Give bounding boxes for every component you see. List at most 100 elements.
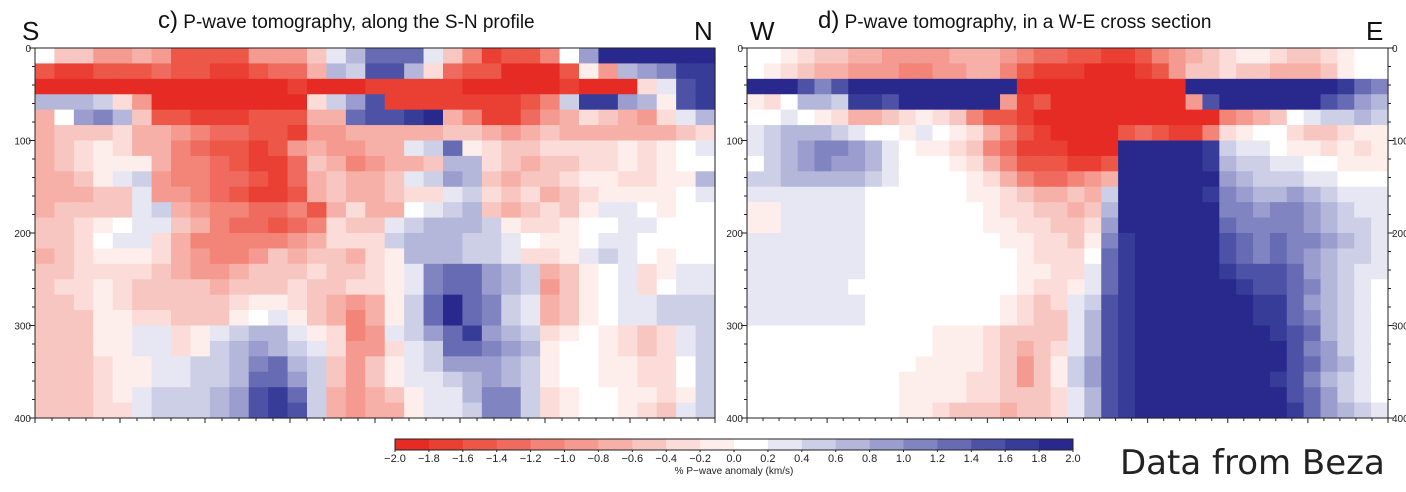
heatmap-cell <box>326 387 346 403</box>
heatmap-cell <box>657 310 677 326</box>
heatmap-cell <box>1118 233 1135 249</box>
heatmap-cell <box>229 94 249 110</box>
heatmap-cell <box>521 341 541 357</box>
heatmap-cell <box>1051 125 1068 141</box>
heatmap-cell <box>764 110 781 126</box>
heatmap-cell <box>1321 341 1338 357</box>
heatmap-cell <box>1169 248 1186 264</box>
heatmap-cell <box>1337 403 1354 419</box>
heatmap-cell <box>747 48 764 64</box>
heatmap-cell <box>814 310 831 326</box>
heatmap-cell <box>365 233 385 249</box>
heatmap-cell <box>560 341 580 357</box>
heatmap-cell <box>307 79 327 95</box>
heatmap-cell <box>814 63 831 79</box>
heatmap-cell <box>1101 403 1118 419</box>
heatmap-cell <box>966 326 983 342</box>
heatmap-cell <box>560 326 580 342</box>
heatmap-cell <box>916 326 933 342</box>
heatmap-cell <box>1337 156 1354 172</box>
heatmap-cell <box>1371 187 1388 203</box>
heatmap-cell <box>404 403 424 419</box>
heatmap-cell <box>152 233 172 249</box>
heatmap-cell <box>171 218 191 234</box>
heatmap-cell <box>171 171 191 187</box>
heatmap-cell <box>848 125 865 141</box>
heatmap-cell <box>210 218 230 234</box>
heatmap-cell <box>326 403 346 419</box>
heatmap-cell <box>966 171 983 187</box>
heatmap-cell <box>1337 310 1354 326</box>
heatmap-cell <box>113 387 133 403</box>
heatmap-cell <box>1034 341 1051 357</box>
heatmap-cell <box>1017 202 1034 218</box>
heatmap-cell <box>1219 156 1236 172</box>
heatmap-cell <box>1253 341 1270 357</box>
heatmap-cell <box>579 279 599 295</box>
heatmap-cell <box>1169 387 1186 403</box>
heatmap-cell <box>1118 341 1135 357</box>
heatmap-cell <box>1354 295 1371 311</box>
heatmap-cell <box>637 356 657 372</box>
heatmap-cell <box>882 403 899 419</box>
heatmap-cell <box>618 403 638 419</box>
heatmap-cell <box>637 125 657 141</box>
heatmap-cell <box>899 341 916 357</box>
heatmap-cell <box>579 341 599 357</box>
heatmap-cell <box>501 264 521 280</box>
heatmap-cell <box>1152 233 1169 249</box>
heatmap-cell <box>882 63 899 79</box>
heatmap-cell <box>1253 156 1270 172</box>
heatmap-cell <box>579 310 599 326</box>
heatmap-cell <box>618 48 638 64</box>
heatmap-cell <box>385 403 405 419</box>
heatmap-cell <box>521 141 541 157</box>
heatmap-cell <box>501 202 521 218</box>
heatmap-cell <box>307 218 327 234</box>
heatmap-cell <box>1135 356 1152 372</box>
heatmap-cell <box>676 94 696 110</box>
heatmap-cell <box>365 110 385 126</box>
heatmap-cell <box>365 326 385 342</box>
heatmap-cell <box>882 125 899 141</box>
heatmap-cell <box>696 79 716 95</box>
heatmap-cell <box>1287 202 1304 218</box>
heatmap-cell <box>132 233 152 249</box>
heatmap-cell <box>848 264 865 280</box>
heatmap-cell <box>132 248 152 264</box>
heatmap-cell <box>1017 125 1034 141</box>
heatmap-cell <box>798 356 815 372</box>
heatmap-cell <box>268 387 288 403</box>
heatmap-cell <box>798 387 815 403</box>
heatmap-cell <box>1051 248 1068 264</box>
heatmap-cell <box>747 387 764 403</box>
heatmap-cell <box>54 79 74 95</box>
heatmap-cell <box>190 79 210 95</box>
heatmap-cell <box>268 110 288 126</box>
heatmap-cell <box>1051 202 1068 218</box>
heatmap-cell <box>598 171 618 187</box>
heatmap-cell <box>1354 356 1371 372</box>
heatmap-cell <box>1287 341 1304 357</box>
heatmap-cell <box>1051 171 1068 187</box>
heatmap-cell <box>764 171 781 187</box>
heatmap-cell <box>1051 187 1068 203</box>
heatmap-cell <box>521 264 541 280</box>
heatmap-cell <box>1236 326 1253 342</box>
heatmap-cell <box>1371 279 1388 295</box>
heatmap-cell <box>882 156 899 172</box>
heatmap-cell <box>1304 387 1321 403</box>
heatmap-cell <box>1186 48 1203 64</box>
heatmap-cell <box>1152 356 1169 372</box>
heatmap-cell <box>865 171 882 187</box>
heatmap-cell <box>899 356 916 372</box>
heatmap-cell <box>93 141 113 157</box>
heatmap-cell <box>1118 310 1135 326</box>
heatmap-cell <box>1253 125 1270 141</box>
heatmap-cell <box>1017 141 1034 157</box>
heatmap-cell <box>1017 94 1034 110</box>
heatmap-cell <box>1068 326 1085 342</box>
heatmap-cell <box>1236 295 1253 311</box>
heatmap-cell <box>152 48 172 64</box>
heatmap-cell <box>696 326 716 342</box>
